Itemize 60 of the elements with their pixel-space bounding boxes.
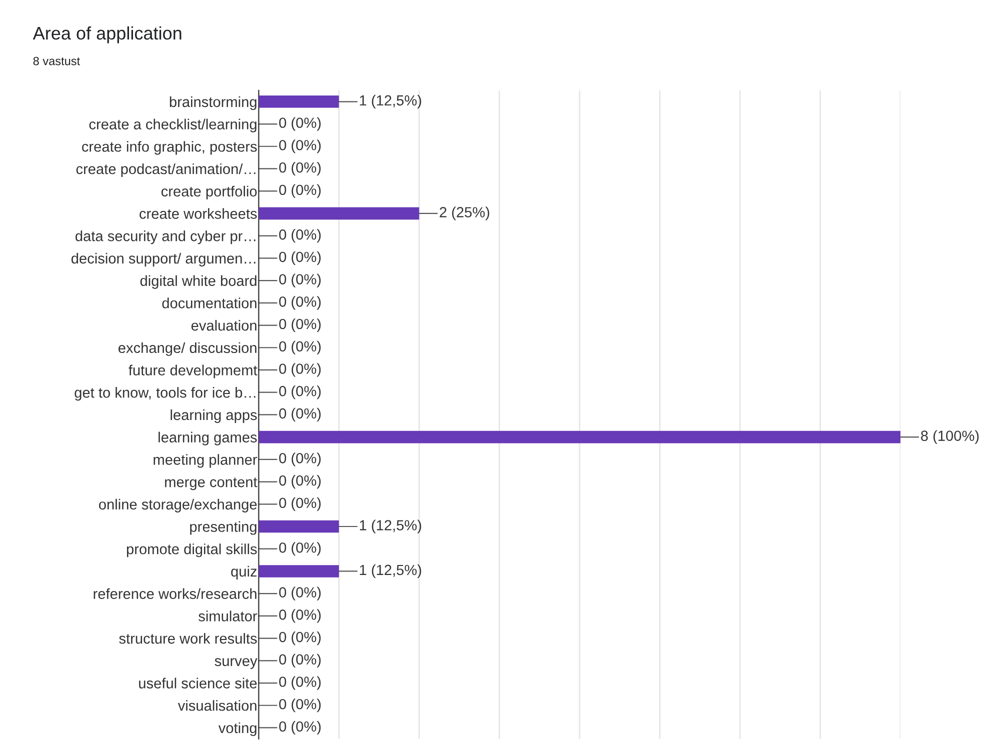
y-tick-label: create worksheets <box>140 208 257 219</box>
data-label: 2 (25%) <box>440 206 490 220</box>
y-tick-label: merge content <box>165 478 258 490</box>
y-tick-label: meeting planner <box>154 454 258 468</box>
data-label: 0 (0%) <box>279 229 321 243</box>
y-tick-label: data security and cyber pr… <box>76 230 256 244</box>
data-label: 0 (0%) <box>279 162 321 176</box>
y-tick-label: survey <box>214 658 258 669</box>
y-tick-label: create a checklist/learning <box>89 118 256 132</box>
y-tick-label: create podcast/animation/… <box>76 163 256 178</box>
data-label: 0 (0%) <box>279 542 321 556</box>
data-label: 8 (100%) <box>921 430 979 444</box>
data-label: 0 (0%) <box>279 296 321 310</box>
y-tick-label: learning games <box>158 432 257 446</box>
y-tick-label: create portfolio <box>161 186 257 200</box>
y-tick-label: digital white board <box>140 275 256 289</box>
data-label: 1 (12,5%) <box>360 94 422 108</box>
y-tick-label: evaluation <box>191 320 256 331</box>
y-tick-label: learning apps <box>170 409 257 424</box>
y-tick-label: useful science site <box>139 678 257 688</box>
data-label: 0 (0%) <box>279 698 321 712</box>
data-label: 0 (0%) <box>279 497 321 511</box>
data-label: 0 (0%) <box>279 363 321 377</box>
data-label: 0 (0%) <box>279 609 321 623</box>
data-label: 0 (0%) <box>279 117 321 131</box>
data-label: 0 (0%) <box>279 386 321 400</box>
y-tick-label: presenting <box>190 521 256 535</box>
data-label: 0 (0%) <box>279 318 321 332</box>
data-label: 0 (0%) <box>279 251 321 265</box>
data-label: 0 (0%) <box>279 184 321 198</box>
y-tick-label: voting <box>218 722 256 736</box>
y-tick-label: get to know, tools for ice b… <box>74 387 256 401</box>
data-label: 0 (0%) <box>279 452 321 466</box>
y-tick-label: decision support/ argumen… <box>71 252 256 266</box>
text: Area of application <box>32 26 182 44</box>
y-tick-label: structure work results <box>119 633 257 644</box>
data-label: 0 (0%) <box>279 274 321 288</box>
data-label: 0 (0%) <box>279 632 321 646</box>
data-label: 1 (12,5%) <box>360 564 422 578</box>
data-label: 0 (0%) <box>279 408 321 422</box>
data-label: 0 (0%) <box>279 340 321 354</box>
y-tick-label: online storage/exchange <box>99 498 257 512</box>
y-tick-label: reference works/research <box>94 588 256 600</box>
text: 8 vastust <box>33 56 80 66</box>
data-label: 0 (0%) <box>279 654 321 668</box>
data-label: 0 (0%) <box>279 140 321 154</box>
data-label: 0 (0%) <box>279 676 321 690</box>
y-tick-label: quiz <box>231 566 257 580</box>
y-tick-label: future developmemt <box>128 364 258 378</box>
data-label: 0 (0%) <box>279 586 321 600</box>
data-label: 0 (0%) <box>279 720 321 735</box>
y-tick-label: brainstorming <box>170 96 256 110</box>
y-tick-label: simulator <box>198 610 258 622</box>
y-tick-label: visualisation <box>178 700 256 711</box>
data-label: 1 (12,5%) <box>360 520 422 534</box>
y-tick-label: promote digital skills <box>126 544 257 558</box>
data-label: 0 (0%) <box>279 474 321 489</box>
y-tick-label: create info graphic, posters <box>82 141 257 155</box>
y-tick-label: exchange/ discussion <box>118 342 256 356</box>
y-tick-label: documentation <box>162 298 256 308</box>
